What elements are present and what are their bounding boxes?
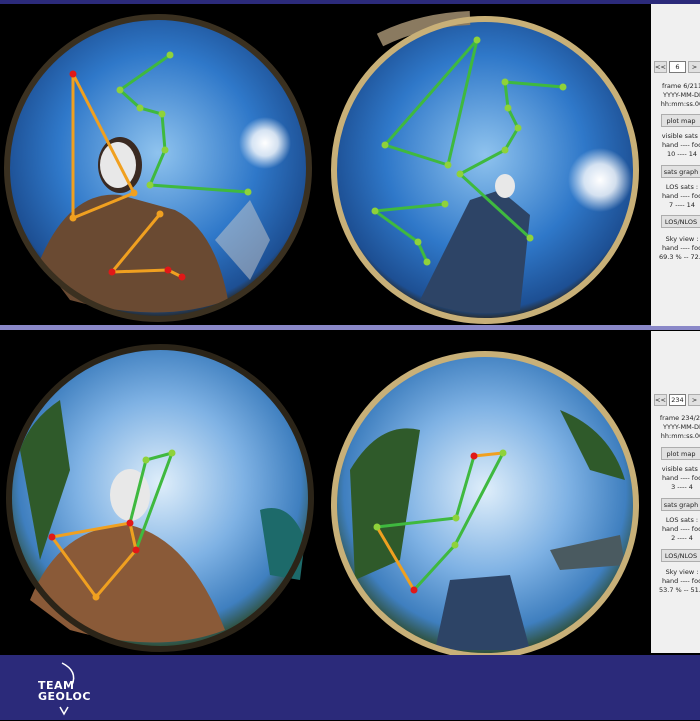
sky-view-header: hand ---- foo	[651, 244, 700, 252]
frame-input[interactable]: 6	[669, 61, 686, 73]
logo-text: GEOLOC	[38, 690, 91, 703]
los-nlos-button[interactable]: LOS/NLOS	[661, 549, 700, 562]
top-border	[0, 0, 700, 4]
date-label: YYYY-MM-DI	[651, 423, 700, 431]
control-panel: << 6 > frame 6/211 YYYY-MM-DI hh:mm:ss.0…	[651, 4, 700, 326]
los-sats-label: LOS sats :	[651, 183, 700, 191]
prev-button[interactable]: <<	[654, 394, 667, 406]
los-nlos-button[interactable]: LOS/NLOS	[661, 215, 700, 228]
sky-view-label: Sky view :	[651, 568, 700, 576]
visible-sats-values: 3 ---- 4	[651, 483, 700, 491]
footer: TEAM GEOLOC	[0, 655, 700, 720]
app-screen: << 6 > frame 6/211 YYYY-MM-DI hh:mm:ss.0…	[0, 0, 700, 720]
los-sats-header: hand ---- foo	[651, 192, 700, 200]
time-label: hh:mm:ss.00	[651, 432, 700, 440]
los-sats-header: hand ---- foo	[651, 525, 700, 533]
visible-sats-values: 10 ---- 14	[651, 150, 700, 158]
visible-sats-header: hand ---- foo	[651, 141, 700, 149]
los-sats-label: LOS sats :	[651, 516, 700, 524]
sky-view-label: Sky view :	[651, 235, 700, 243]
plot-map-button[interactable]: plot map	[661, 114, 700, 127]
sky-view-values: 53.7 % -- 51.6	[651, 586, 700, 594]
fisheye-image	[334, 354, 636, 655]
visible-sats-label: visible sats :	[651, 465, 700, 473]
next-button[interactable]: >	[688, 61, 700, 73]
fisheye-image	[9, 347, 311, 649]
plot-map-button[interactable]: plot map	[661, 447, 700, 460]
sats-graph-button[interactable]: sats graph	[661, 498, 700, 511]
frame-label: frame 6/211	[651, 82, 700, 90]
next-button[interactable]: >	[688, 394, 700, 406]
fisheye-views	[0, 0, 700, 655]
frame-input[interactable]: 234	[669, 394, 686, 406]
visible-sats-label: visible sats :	[651, 132, 700, 140]
fisheye-image	[334, 18, 636, 321]
prev-button[interactable]: <<	[654, 61, 667, 73]
frame-label: frame 234/24	[651, 414, 700, 422]
control-panel: << 234 > frame 234/24 YYYY-MM-DI hh:mm:s…	[651, 331, 700, 653]
los-sats-values: 7 ---- 14	[651, 201, 700, 209]
sky-view-values: 69.3 % -- 72.7	[651, 253, 700, 261]
date-label: YYYY-MM-DI	[651, 91, 700, 99]
sky-view-header: hand ---- foo	[651, 577, 700, 585]
divider	[0, 325, 700, 330]
los-sats-values: 2 ---- 4	[651, 534, 700, 542]
time-label: hh:mm:ss.00	[651, 100, 700, 108]
visible-sats-header: hand ---- foo	[651, 474, 700, 482]
sats-graph-button[interactable]: sats graph	[661, 165, 700, 178]
